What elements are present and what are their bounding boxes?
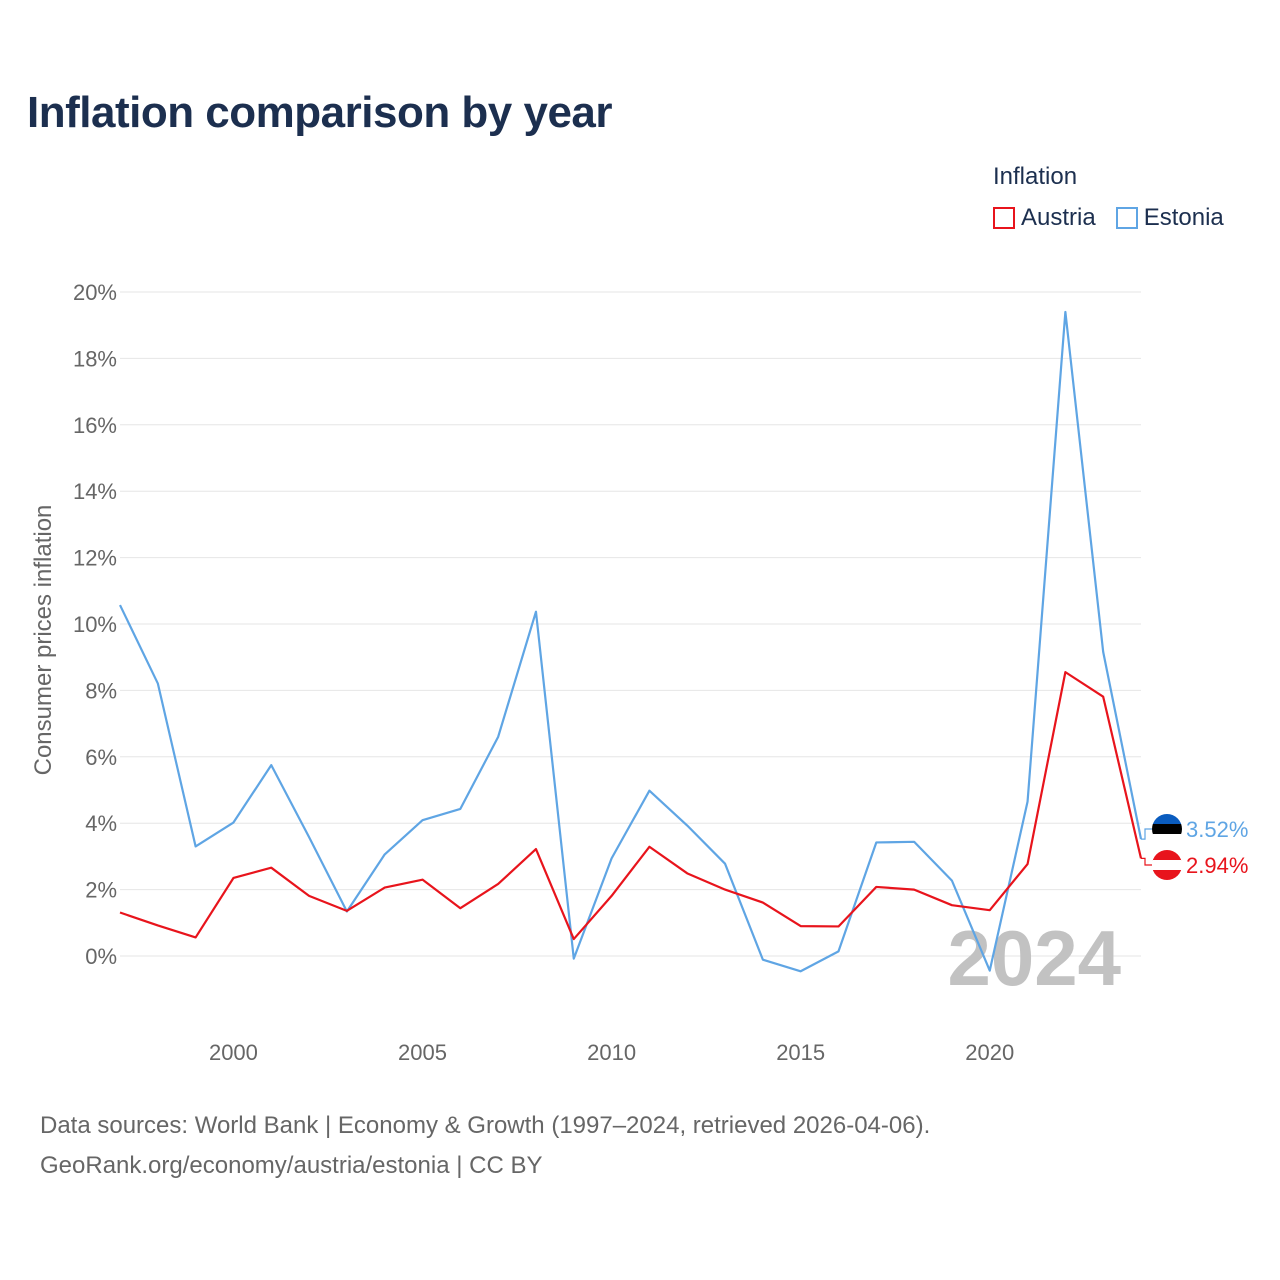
austria-flag-icon [1152,850,1182,880]
estonia-flag-icon [1152,814,1182,844]
y-axis-label: Consumer prices inflation [30,505,57,776]
legend: Austria Estonia [993,204,1224,232]
y-tick-label: 12% [73,546,117,571]
y-tick-label: 10% [73,612,117,637]
y-tick-label: 0% [85,944,117,969]
y-tick-label: 18% [73,346,117,371]
chart-title: Inflation comparison by year [27,88,613,137]
series-line-austria [119,671,1143,941]
legend-item-austria[interactable]: Austria [993,204,1096,232]
y-tick-label: 8% [85,678,117,703]
year-watermark: 2024 [947,914,1121,1002]
y-tick-label: 2% [85,878,117,903]
series-line-estonia [119,310,1143,973]
end-label-austria: 2.94% [1186,853,1248,878]
y-tick-label: 14% [73,479,117,504]
legend-label-austria: Austria [1021,204,1096,231]
legend-title: Inflation [993,163,1078,190]
y-tick-label: 6% [85,745,117,770]
legend-item-estonia[interactable]: Estonia [1115,204,1224,232]
footer-sources: Data sources: World Bank | Economy & Gro… [40,1112,931,1139]
legend-swatch-estonia [1115,207,1138,229]
legend-label-estonia: Estonia [1143,204,1224,231]
x-tick-label: 2015 [776,1040,825,1065]
end-connector-estonia [1141,828,1152,840]
end-connector-austria [1141,857,1152,866]
end-label-estonia: 3.52% [1186,817,1248,842]
x-tick-label: 2020 [965,1040,1014,1065]
y-tick-label: 16% [73,413,117,438]
x-tick-label: 2005 [398,1040,447,1065]
x-tick-label: 2000 [209,1040,258,1065]
x-tick-label: 2010 [587,1040,636,1065]
y-tick-label: 4% [85,811,117,836]
y-tick-label: 20% [73,280,117,305]
legend-swatch-austria [993,207,1015,229]
footer: Data sources: World Bank | Economy & Gro… [40,1106,930,1186]
footer-link: GeoRank.org/economy/austria/estonia | CC… [40,1152,543,1179]
